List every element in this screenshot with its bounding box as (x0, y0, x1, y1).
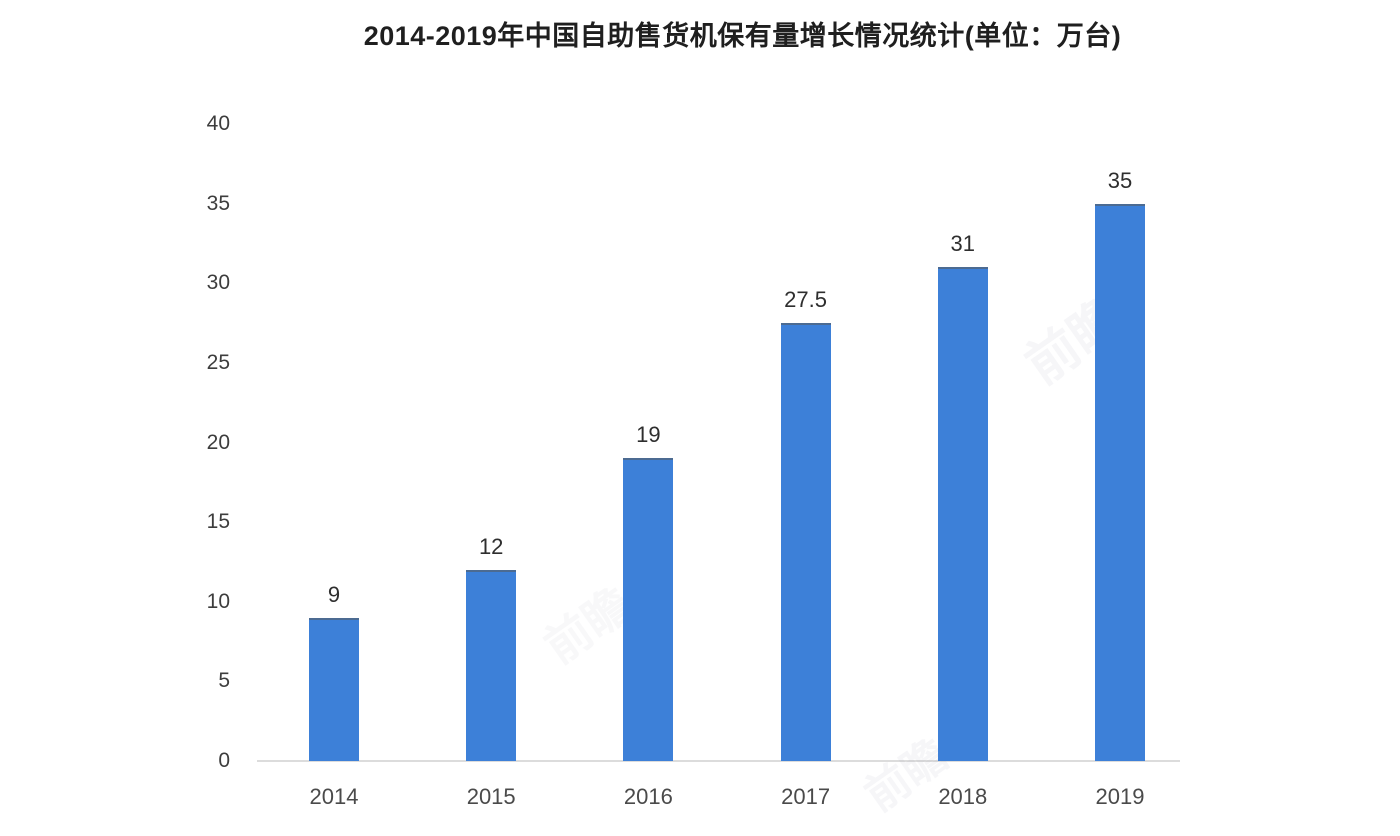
bar (780, 323, 831, 761)
bar (309, 617, 359, 761)
x-axis-label: 2017 (781, 784, 831, 809)
bar-value-label: 35 (1107, 167, 1133, 193)
y-tick-label: 40 (206, 112, 230, 135)
x-axis-label: 2014 (309, 784, 359, 809)
bar-value-label: 19 (636, 422, 661, 448)
bar-value-label: 12 (478, 533, 504, 559)
x-axis-label: 2016 (623, 784, 673, 809)
bar (937, 267, 988, 761)
bar (623, 458, 674, 761)
bar-value-label: 9 (327, 581, 341, 607)
bar (466, 569, 517, 761)
y-tick-label: 25 (206, 350, 230, 374)
y-tick-label: 5 (218, 669, 230, 693)
y-tick-label: 10 (206, 589, 230, 613)
bar-value-label: 27.5 (784, 287, 827, 313)
bar-value-label: 31 (950, 231, 976, 257)
x-axis-line (257, 760, 1180, 762)
y-tick-label: 0 (218, 749, 230, 772)
y-tick-label: 30 (206, 271, 230, 295)
x-axis-label: 2019 (1095, 784, 1145, 809)
y-tick-label: 20 (206, 430, 230, 454)
chart-title: 2014-2019年中国自助售货机保有量增长情况统计(单位：万台) (363, 21, 1122, 51)
x-axis-label: 2015 (466, 784, 516, 809)
y-tick-label: 35 (206, 191, 230, 215)
y-tick-label: 15 (206, 510, 230, 534)
bar (1095, 203, 1145, 761)
x-axis-label: 2018 (938, 784, 988, 809)
